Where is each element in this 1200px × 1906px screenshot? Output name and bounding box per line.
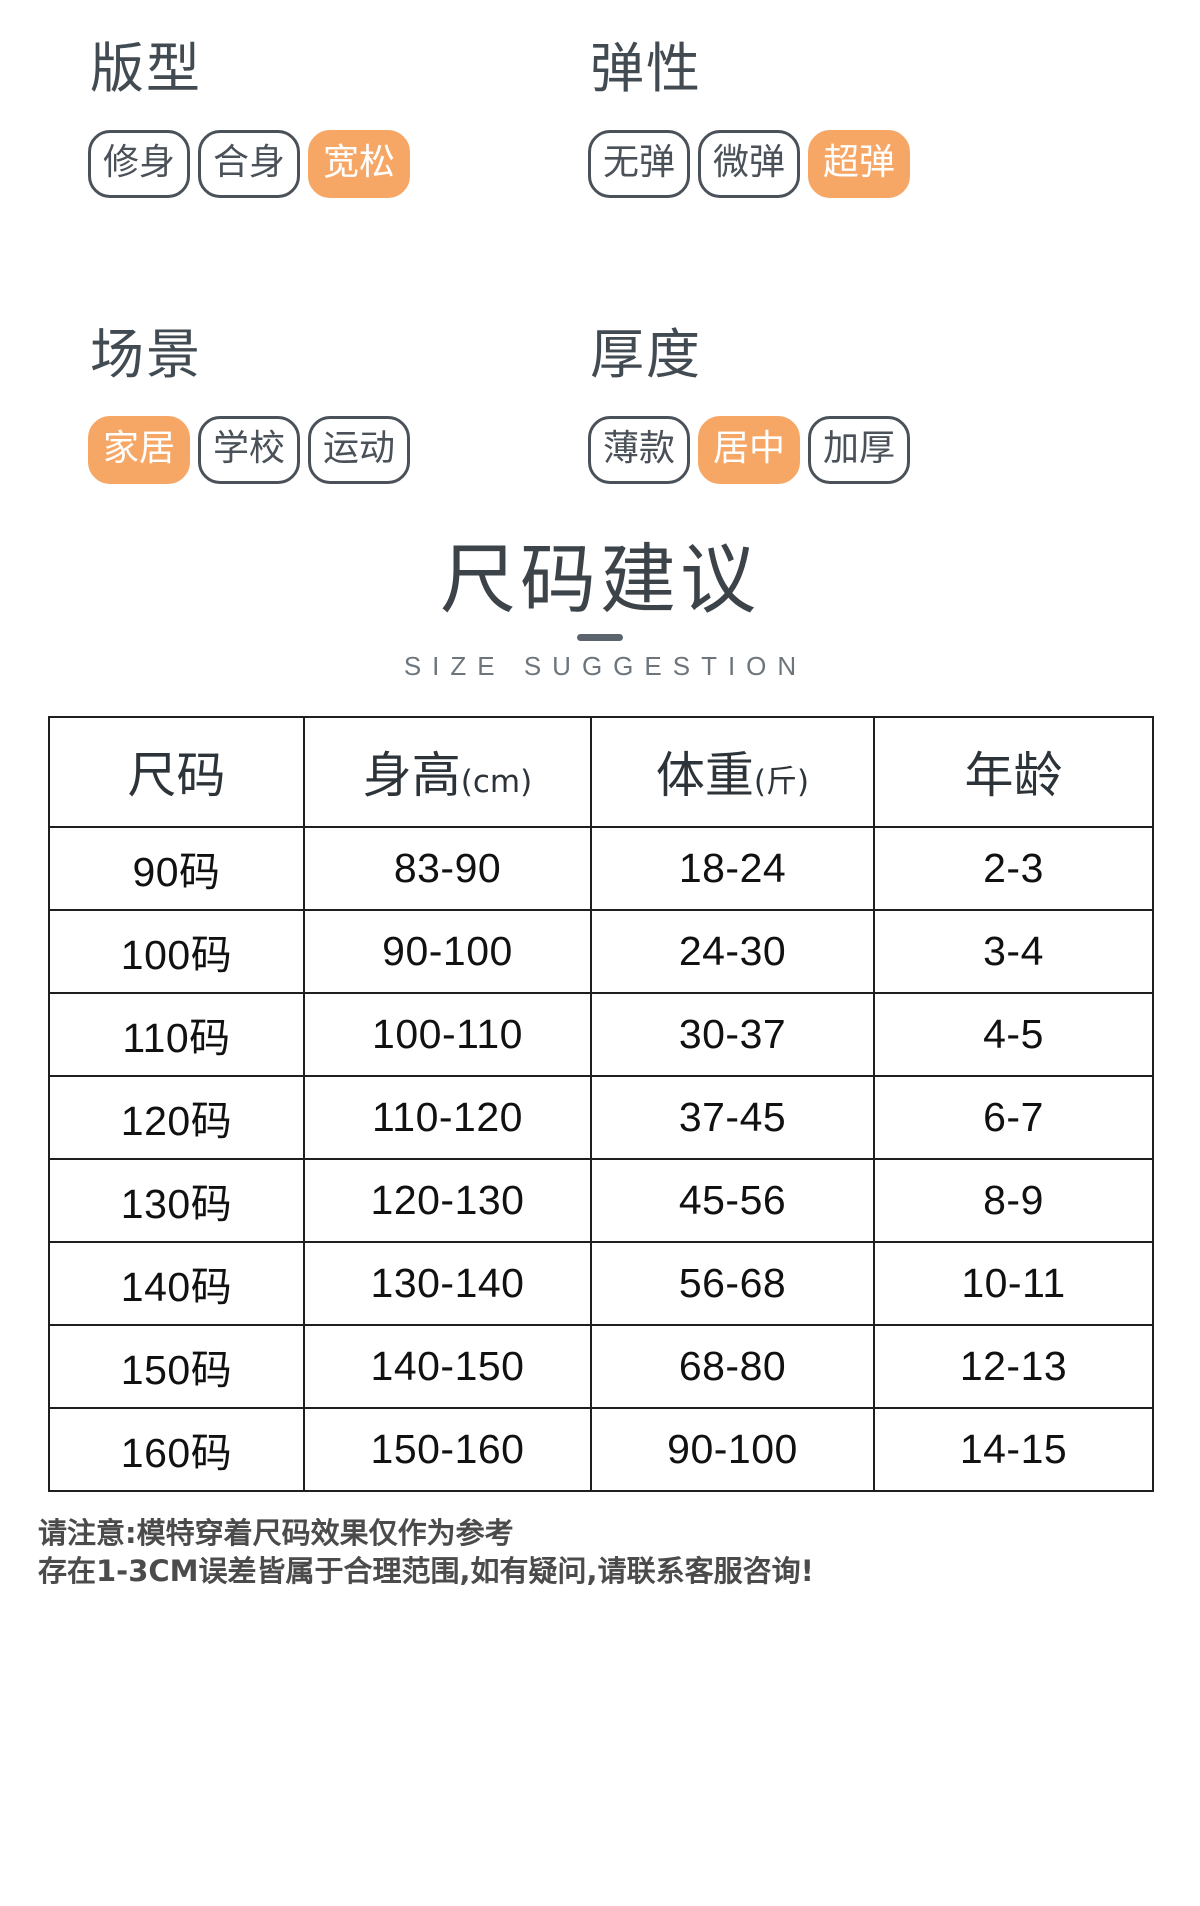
table-row: 90码 83-90 18-24 2-3 xyxy=(48,825,1154,911)
table-row: 150码 140-150 68-80 12-13 xyxy=(48,1323,1154,1409)
size-code-cell: 130码 xyxy=(48,1157,305,1243)
attribute-title-thickness: 厚度 xyxy=(590,323,702,386)
size-value-cell: 14-15 xyxy=(873,1406,1154,1492)
size-value-cell: 8-9 xyxy=(873,1157,1154,1243)
size-value-cell: 2-3 xyxy=(873,825,1154,911)
table-row: 100码 90-100 24-30 3-4 xyxy=(48,908,1154,994)
size-code-cell: 100码 xyxy=(48,908,305,994)
size-value-cell: 30-37 xyxy=(590,991,875,1077)
table-row: 120码 110-120 37-45 6-7 xyxy=(48,1074,1154,1160)
table-row: 140码 130-140 56-68 10-11 xyxy=(48,1240,1154,1326)
note-line-1: 存在1-3CM误差皆属于合理范围,如有疑问,请联系客服咨询! xyxy=(38,1554,814,1589)
size-value-cell: 90-100 xyxy=(590,1406,875,1492)
col-header-label-3: 年龄 xyxy=(964,747,1063,805)
attribute-block-thickness: 厚度 薄款 居中 加厚 xyxy=(588,328,1088,484)
size-table-header-row: 尺码 身高(cm) 体重(斤) 年龄 xyxy=(48,715,1154,828)
tag-fit-1[interactable]: 合身 xyxy=(198,130,301,198)
col-header-label-0: 尺码 xyxy=(127,747,226,805)
attribute-grid: 版型 修身 合身 宽松 弹性 无弹 微弹 超弹 场景 家居 学校 运动 厚度 薄款 居中 加厚 xyxy=(0,0,1200,484)
heading-title-cn: 尺码建议 xyxy=(440,535,760,624)
size-table-col-header-2: 体重(斤) xyxy=(590,715,875,828)
size-value-cell: 140-150 xyxy=(303,1323,592,1409)
tag-thickness-2[interactable]: 加厚 xyxy=(808,416,911,484)
size-value-cell: 100-110 xyxy=(303,991,592,1077)
tag-thickness-0[interactable]: 薄款 xyxy=(588,416,691,484)
size-code-cell: 90码 xyxy=(48,825,305,911)
tag-scene-0[interactable]: 家居 xyxy=(88,416,191,484)
size-table-head: 尺码 身高(cm) 体重(斤) 年龄 xyxy=(48,715,1154,828)
attribute-title-fit: 版型 xyxy=(90,37,202,100)
size-value-cell: 18-24 xyxy=(590,825,875,911)
attribute-options-fit: 修身 合身 宽松 xyxy=(88,130,588,198)
size-table: 尺码 身高(cm) 体重(斤) 年龄 90码 83-90 18-24 2-3 100码 90-1… xyxy=(48,715,1154,1492)
size-code-cell: 120码 xyxy=(48,1074,305,1160)
col-header-unit-2: (斤) xyxy=(753,764,810,801)
attribute-options-thickness: 薄款 居中 加厚 xyxy=(588,416,1088,484)
size-notes: 请注意:模特穿着尺码效果仅作为参考存在1-3CM误差皆属于合理范围,如有疑问,请… xyxy=(38,1514,1200,1591)
size-code-cell: 140码 xyxy=(48,1240,305,1326)
tag-scene-2[interactable]: 运动 xyxy=(308,416,411,484)
tag-elasticity-1[interactable]: 微弹 xyxy=(698,130,801,198)
heading-title-en: SIZE SUGGESTION xyxy=(403,650,808,681)
size-table-col-header-0: 尺码 xyxy=(48,715,305,828)
size-value-cell: 10-11 xyxy=(873,1240,1154,1326)
tag-fit-2[interactable]: 宽松 xyxy=(308,130,411,198)
size-value-cell: 24-30 xyxy=(590,908,875,994)
tag-elasticity-2[interactable]: 超弹 xyxy=(808,130,911,198)
size-value-cell: 6-7 xyxy=(873,1074,1154,1160)
tag-fit-0[interactable]: 修身 xyxy=(88,130,191,198)
attribute-block-fit: 版型 修身 合身 宽松 xyxy=(88,42,588,198)
size-value-cell: 110-120 xyxy=(303,1074,592,1160)
size-suggestion-heading: 尺码建议 SIZE SUGGESTION xyxy=(0,540,1200,682)
size-value-cell: 90-100 xyxy=(303,908,592,994)
attribute-options-elasticity: 无弹 微弹 超弹 xyxy=(588,130,1088,198)
col-header-label-2: 体重 xyxy=(655,747,754,805)
tag-thickness-1[interactable]: 居中 xyxy=(698,416,801,484)
attribute-options-scene: 家居 学校 运动 xyxy=(88,416,588,484)
note-line-0: 请注意:模特穿着尺码效果仅作为参考 xyxy=(38,1515,514,1550)
col-header-label-1: 身高 xyxy=(362,747,461,805)
table-row: 160码 150-160 90-100 14-15 xyxy=(48,1406,1154,1492)
size-value-cell: 68-80 xyxy=(590,1323,875,1409)
table-row: 110码 100-110 30-37 4-5 xyxy=(48,991,1154,1077)
size-value-cell: 120-130 xyxy=(303,1157,592,1243)
tag-elasticity-0[interactable]: 无弹 xyxy=(588,130,691,198)
attribute-title-elasticity: 弹性 xyxy=(590,37,702,100)
size-value-cell: 3-4 xyxy=(873,908,1154,994)
size-value-cell: 130-140 xyxy=(303,1240,592,1326)
size-code-cell: 160码 xyxy=(48,1406,305,1492)
size-table-col-header-3: 年龄 xyxy=(873,715,1154,828)
size-code-cell: 110码 xyxy=(48,991,305,1077)
size-value-cell: 12-13 xyxy=(873,1323,1154,1409)
size-table-col-header-1: 身高(cm) xyxy=(303,715,592,828)
size-code-cell: 150码 xyxy=(48,1323,305,1409)
table-row: 130码 120-130 45-56 8-9 xyxy=(48,1157,1154,1243)
attribute-block-elasticity: 弹性 无弹 微弹 超弹 xyxy=(588,42,1088,198)
size-value-cell: 37-45 xyxy=(590,1074,875,1160)
attribute-block-scene: 场景 家居 学校 运动 xyxy=(88,328,588,484)
size-table-wrapper: 尺码 身高(cm) 体重(斤) 年龄 90码 83-90 18-24 2-3 100码 90-1… xyxy=(48,715,1154,1492)
size-table-body: 90码 83-90 18-24 2-3 100码 90-100 24-30 3-4 110码 10… xyxy=(48,825,1154,1492)
attribute-title-scene: 场景 xyxy=(90,323,202,386)
size-value-cell: 45-56 xyxy=(590,1157,875,1243)
col-header-unit-1: (cm) xyxy=(460,764,533,801)
size-value-cell: 4-5 xyxy=(873,991,1154,1077)
size-value-cell: 150-160 xyxy=(303,1406,592,1492)
size-value-cell: 56-68 xyxy=(590,1240,875,1326)
tag-scene-1[interactable]: 学校 xyxy=(198,416,301,484)
size-value-cell: 83-90 xyxy=(303,825,592,911)
heading-divider xyxy=(577,633,623,641)
